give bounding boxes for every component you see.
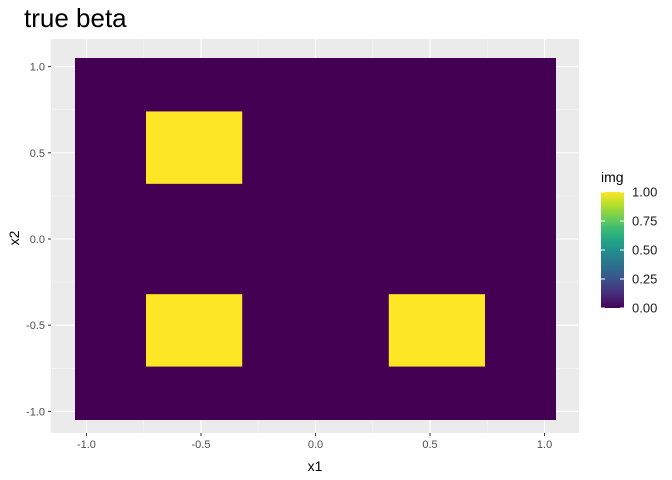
legend-tick-label: 0.75 (632, 214, 657, 229)
x-tick-label: -1.0 (77, 439, 96, 451)
heatmap-region-2 (146, 294, 243, 367)
y-tick-label: 1.0 (30, 62, 45, 74)
legend-tick-label: 0.50 (632, 243, 657, 258)
chart-title: true beta (24, 3, 127, 33)
legend-title: img (601, 169, 624, 185)
colorbar-legend: img 1.00 0.75 0.50 0.25 0.00 (601, 169, 657, 316)
y-tick-label: -1.0 (26, 406, 45, 418)
x-tick-label: 1.0 (537, 439, 552, 451)
x-axis-title: x1 (308, 458, 323, 474)
y-tick-label: -0.5 (26, 320, 45, 332)
colorbar (601, 192, 624, 308)
legend-tick-label: 0.25 (632, 272, 657, 287)
x-tick-label: 0.0 (308, 439, 323, 451)
x-tick-label: -0.5 (191, 439, 210, 451)
x-tick-label: 0.5 (422, 439, 437, 451)
x-axis: -1.0 -0.5 0.0 0.5 1.0 (77, 433, 552, 451)
heatmap-region-1 (146, 111, 243, 184)
heatmap-region-3 (388, 294, 485, 367)
y-axis: -1.0 -0.5 0.0 0.5 1.0 (26, 62, 51, 418)
legend-tick-label: 1.00 (632, 185, 657, 200)
plot-panel (51, 39, 579, 433)
y-axis-title: x2 (6, 230, 22, 245)
y-tick-label: 0.0 (30, 234, 45, 246)
legend-tick-label: 0.00 (632, 301, 657, 316)
y-tick-label: 0.5 (30, 148, 45, 160)
